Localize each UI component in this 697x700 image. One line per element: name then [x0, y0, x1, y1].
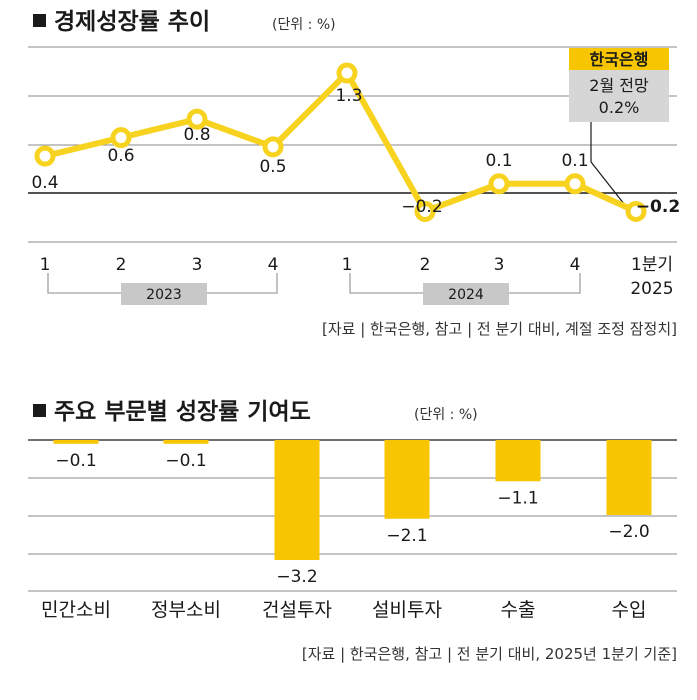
data-label: 0.5: [259, 157, 286, 177]
bar: [274, 440, 320, 560]
x-tick-label: 3: [494, 255, 505, 275]
data-point: [564, 173, 586, 195]
chart2-plot: −0.1 민간소비 −0.1 정부소비 −3.2 건설투자 −2.1 설비투자 −1.1 수출 −2…: [41, 440, 652, 621]
year-label-2023: 2023: [146, 287, 182, 303]
title-square-icon: [33, 14, 46, 27]
data-point: [262, 136, 284, 158]
x-tick-label: 1분기: [631, 255, 673, 275]
chart2-unit: (단위 : %): [414, 407, 478, 423]
bar-value-label: −0.1: [165, 451, 206, 471]
chart1-quarter-labels: 1 2 3 4 1 2 3 4 1분기 2025: [40, 255, 674, 299]
data-point: [110, 127, 132, 149]
data-label: 1.3: [335, 86, 362, 106]
chart2-source: [자료 | 한국은행, 참고 | 전 분기 대비, 2025년 1분기 기준]: [302, 645, 677, 663]
data-label: 0.4: [31, 173, 58, 193]
data-point: [34, 145, 56, 167]
chart2-gridlines: [28, 439, 677, 592]
category-label: 정부소비: [151, 599, 221, 621]
forecast-callout: 한국은행 2월 전망 0.2%: [569, 48, 669, 215]
x-tick-label: 4: [268, 255, 279, 275]
category-label: 설비투자: [372, 599, 442, 621]
data-label: −0.2: [636, 197, 680, 217]
data-label: 0.1: [561, 151, 588, 171]
bar: [53, 440, 99, 444]
chart2-title: 주요 부문별 성장률 기여도: [54, 399, 311, 425]
bar-value-label: −1.1: [497, 488, 538, 508]
x-tick-label: 1: [342, 255, 353, 275]
x-tick-label-year: 2025: [630, 279, 673, 299]
x-tick-label: 3: [192, 255, 203, 275]
bar: [163, 440, 209, 444]
bar-value-label: −0.1: [55, 451, 96, 471]
bar-value-label: −2.0: [608, 522, 649, 542]
bar: [384, 440, 430, 519]
data-label: −0.2: [401, 197, 442, 217]
data-label: 0.8: [183, 125, 210, 145]
chart1-title: 경제성장률 추이: [54, 9, 210, 35]
chart1-plot: 0.4 0.6 0.8 0.5 1.3 −0.2 0.1 0.1 −0.2: [31, 62, 680, 222]
year-label-2024: 2024: [448, 287, 484, 303]
data-label: 0.6: [107, 146, 134, 166]
forecast-org: 한국은행: [590, 50, 649, 69]
data-point: [414, 200, 436, 222]
x-tick-label: 2: [420, 255, 431, 275]
data-point: [336, 62, 358, 84]
bar: [495, 440, 541, 482]
bar-value-label: −2.1: [386, 526, 427, 546]
data-point: [488, 173, 510, 195]
data-point: [186, 108, 208, 130]
category-label: 수출: [501, 599, 536, 621]
forecast-line1: 2월 전망: [589, 76, 649, 95]
forecast-line2: 0.2%: [599, 98, 640, 117]
category-label: 건설투자: [262, 599, 332, 621]
bar-value-label: −3.2: [276, 567, 317, 587]
chart1-source: [자료 | 한국은행, 참고 | 전 분기 대비, 계절 조정 잠정치]: [322, 320, 677, 338]
x-tick-label: 1: [40, 255, 51, 275]
year-bracket-2023: 2023: [47, 273, 278, 305]
x-tick-label: 4: [570, 255, 581, 275]
data-point: [625, 200, 647, 222]
category-label: 민간소비: [41, 599, 111, 621]
category-label: 수입: [612, 599, 647, 621]
data-label: 0.1: [485, 151, 512, 171]
x-tick-label: 2: [116, 255, 127, 275]
chart1-gridlines: [28, 46, 677, 243]
bar: [606, 440, 652, 515]
title-square-icon-2: [33, 404, 46, 417]
chart1-unit: (단위 : %): [272, 17, 336, 33]
year-bracket-2024: 2024: [349, 273, 581, 305]
